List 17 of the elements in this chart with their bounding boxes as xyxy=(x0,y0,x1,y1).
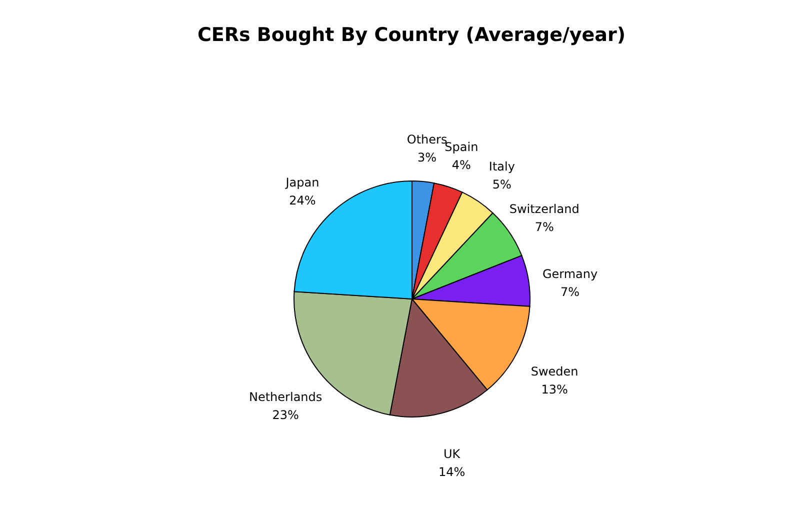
data-label: 3% xyxy=(418,150,437,165)
data-label: 23% xyxy=(272,408,299,422)
chart-title: CERs Bought By Country (Average/year) xyxy=(197,24,626,46)
slice-label: Italy xyxy=(488,160,515,174)
slice-label: Switzerland xyxy=(509,202,580,216)
data-label: 7% xyxy=(534,220,554,234)
data-label: 13% xyxy=(541,382,568,397)
slice-label: UK xyxy=(443,446,462,461)
data-label: 14% xyxy=(438,464,466,479)
data-label: 5% xyxy=(492,178,512,192)
data-label: 4% xyxy=(452,158,471,172)
slice-label: Netherlands xyxy=(248,390,322,404)
data-label: 7% xyxy=(560,284,580,299)
slice-label: Sweden xyxy=(530,364,578,379)
data-label: 24% xyxy=(289,193,316,208)
slice-label: Germany xyxy=(542,266,598,281)
slice-label: Japan xyxy=(284,175,320,190)
